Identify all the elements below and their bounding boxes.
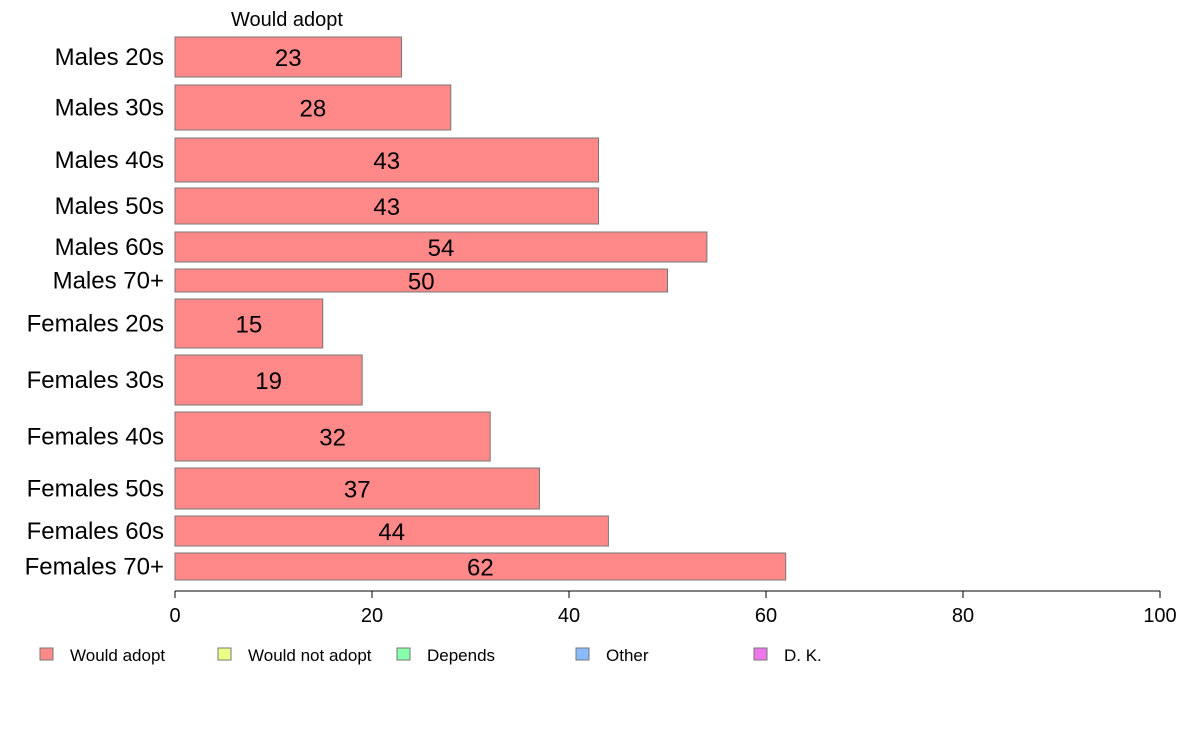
category-labels: Males 20s Males 30s Males 40s Males 50s Male… (25, 44, 164, 581)
category-label: Females 40s (27, 424, 164, 451)
data-label: 62 (467, 555, 494, 582)
data-label: 43 (373, 194, 400, 221)
legend-label: Would adopt (70, 646, 165, 665)
legend-swatch (39, 647, 54, 661)
bar (174, 231, 708, 263)
data-label: 32 (319, 425, 346, 452)
data-label: 50 (408, 269, 435, 296)
data-label: 44 (378, 519, 405, 546)
data-label: 43 (373, 148, 400, 175)
category-label: Females 20s (27, 311, 164, 338)
data-label: 28 (300, 96, 327, 123)
legend-label: Would not adopt (248, 646, 372, 665)
category-label: Females 60s (27, 518, 164, 545)
data-label: 37 (344, 477, 371, 504)
x-tick-label: 60 (755, 605, 777, 627)
data-label: 54 (428, 235, 455, 262)
x-tick-label: 40 (558, 605, 580, 627)
category-label: Males 60s (55, 234, 164, 261)
legend-label: D. K. (784, 646, 822, 665)
legend-swatch (753, 647, 768, 661)
category-label: Males 70+ (53, 268, 164, 295)
legend-swatch (575, 647, 590, 661)
bar (174, 467, 540, 510)
x-tick-label: 80 (952, 605, 974, 627)
category-label: Males 40s (55, 147, 164, 174)
bar (174, 187, 600, 225)
x-tick-label: 20 (361, 605, 383, 627)
category-label: Females 50s (27, 476, 164, 503)
data-label: 23 (275, 45, 302, 72)
bar (174, 411, 491, 462)
legend-swatch (396, 647, 411, 661)
data-label: 19 (255, 368, 282, 395)
value-labels: 23 28 43 43 54 50 15 19 32 37 44 62 (236, 45, 494, 582)
bar (174, 268, 668, 293)
column-title: Would adopt (231, 9, 343, 31)
legend: Would adopt Would not adopt Depends Other D.… (39, 646, 822, 665)
bar (174, 298, 324, 349)
bar (174, 84, 452, 131)
bar (174, 552, 787, 581)
legend-label: Depends (427, 646, 495, 665)
category-label: Males 50s (55, 193, 164, 220)
bars-group (174, 36, 787, 581)
x-axis: 0 20 40 60 80 100 (169, 590, 1177, 627)
x-tick-label: 100 (1143, 605, 1176, 627)
bar (174, 137, 600, 183)
bar (174, 354, 363, 406)
category-label: Males 30s (55, 95, 164, 122)
x-tick-label: 0 (169, 605, 180, 627)
bar (174, 36, 403, 78)
category-label: Females 70+ (25, 554, 164, 581)
bar (174, 515, 609, 547)
legend-swatch (217, 647, 232, 661)
legend-label: Other (606, 646, 649, 665)
category-label: Males 20s (55, 44, 164, 71)
data-label: 15 (236, 312, 263, 339)
category-label: Females 30s (27, 367, 164, 394)
